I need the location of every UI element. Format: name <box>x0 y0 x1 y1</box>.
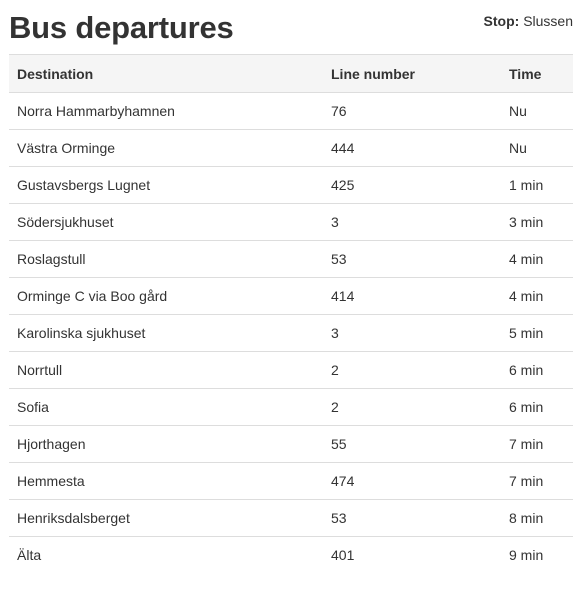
time-cell: 4 min <box>501 277 573 315</box>
table-row: Södersjukhuset 3 3 min <box>9 203 573 241</box>
time-cell: 4 min <box>501 240 573 278</box>
time-cell: 3 min <box>501 203 573 241</box>
table-row: Gustavsbergs Lugnet 425 1 min <box>9 166 573 204</box>
time-cell: Nu <box>501 92 573 130</box>
destination-cell: Södersjukhuset <box>9 203 323 241</box>
time-cell: Nu <box>501 129 573 167</box>
time-cell: 9 min <box>509 547 544 563</box>
table-row: Orminge C via Boo gård 414 4 min <box>9 277 573 315</box>
column-header-line-number: Line number <box>323 54 501 93</box>
time-cell: 7 min <box>501 425 573 463</box>
departures-table: Destination Line number Time Norra Hamma… <box>9 54 573 573</box>
destination-cell: Roslagstull <box>9 240 323 278</box>
stop-label: Stop: <box>483 13 520 29</box>
destination-cell: Hemmesta <box>9 462 323 500</box>
line-number-cell: 76 <box>323 92 501 130</box>
time-cell: 6 min <box>501 351 573 389</box>
table-row: Roslagstull 53 4 min <box>9 240 573 278</box>
destination-cell: Norra Hammarbyhamnen <box>9 92 323 130</box>
line-number-cell: 2 <box>323 388 501 426</box>
line-number-cell: 3 <box>323 203 501 241</box>
header-row: Destination Line number Time <box>9 54 573 93</box>
column-header-time: Time <box>501 54 573 93</box>
destination-cell: Karolinska sjukhuset <box>9 314 323 352</box>
line-number-cell: 53 <box>323 240 501 278</box>
line-number-cell: 2 <box>323 351 501 389</box>
line-number-cell: 414 <box>323 277 501 315</box>
stop-info: Stop: Slussen <box>484 13 573 29</box>
table-row: Västra Orminge 444 Nu <box>9 129 573 167</box>
table-row: Henriksdalsberget 53 8 min <box>9 499 573 537</box>
line-number-cell: 401 <box>331 547 355 563</box>
table-row: Karolinska sjukhuset 3 5 min <box>9 314 573 352</box>
time-cell: 6 min <box>501 388 573 426</box>
table-row: Hjorthagen 55 7 min <box>9 425 573 463</box>
table-row: Norrtull 2 6 min <box>9 351 573 389</box>
table-row: Älta 401 9 min <box>9 537 573 574</box>
time-cell: 7 min <box>501 462 573 500</box>
destination-cell: Henriksdalsberget <box>9 499 323 537</box>
line-number-cell: 53 <box>323 499 501 537</box>
destination-cell: Älta <box>17 547 42 563</box>
destination-cell: Gustavsbergs Lugnet <box>9 166 323 204</box>
stop-name: Slussen <box>523 13 573 29</box>
destination-cell: Sofia <box>9 388 323 426</box>
line-number-cell: 55 <box>323 425 501 463</box>
table-header: Destination Line number Time <box>9 54 573 93</box>
table-row: Hemmesta 474 7 min <box>9 462 573 500</box>
destination-cell: Västra Orminge <box>9 129 323 167</box>
destination-cell: Hjorthagen <box>9 425 323 463</box>
line-number-cell: 474 <box>323 462 501 500</box>
line-number-cell: 3 <box>323 314 501 352</box>
page-title: Bus departures <box>9 10 234 45</box>
column-header-destination: Destination <box>9 54 323 93</box>
table-row: Sofia 2 6 min <box>9 388 573 426</box>
table-body: Norra Hammarbyhamnen 76 Nu Västra Orming… <box>9 92 573 574</box>
destination-cell: Norrtull <box>9 351 323 389</box>
table-row: Norra Hammarbyhamnen 76 Nu <box>9 92 573 130</box>
time-cell: 5 min <box>501 314 573 352</box>
destination-cell: Orminge C via Boo gård <box>9 277 323 315</box>
time-cell: 1 min <box>501 166 573 204</box>
line-number-cell: 425 <box>323 166 501 204</box>
line-number-cell: 444 <box>323 129 501 167</box>
time-cell: 8 min <box>501 499 573 537</box>
